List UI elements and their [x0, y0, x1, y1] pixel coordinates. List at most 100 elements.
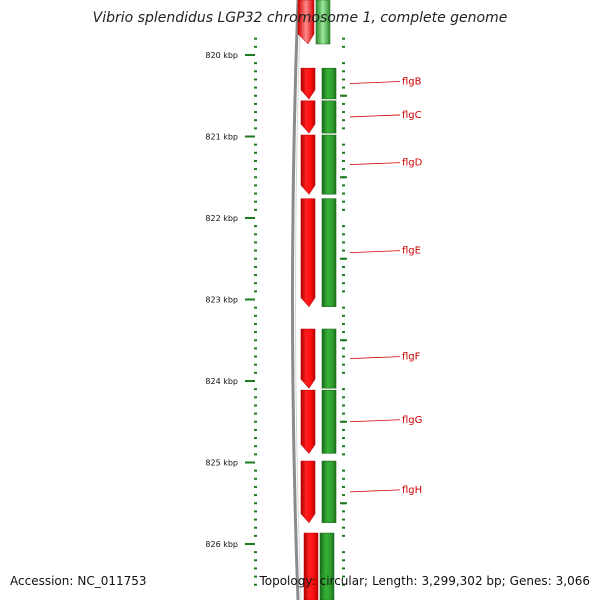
scale-minor-tick-right	[342, 388, 345, 391]
scale-minor-tick-right	[342, 290, 345, 293]
scale-minor-tick	[254, 331, 257, 334]
scale-minor-tick-right	[342, 534, 345, 537]
scale-minor-tick	[254, 437, 257, 440]
leader-line-flgB	[349, 81, 401, 84]
gene-label-flgC[interactable]: flgC	[402, 110, 422, 121]
gene-arrow-flgG[interactable]	[300, 389, 316, 454]
leader-line-flgC	[349, 114, 401, 118]
scale-minor-tick-right	[342, 518, 345, 521]
gene-arrow-flgD[interactable]	[300, 134, 316, 195]
gene-arrow-flgF[interactable]	[300, 328, 316, 389]
scale-minor-tick	[254, 551, 257, 554]
scale-minor-tick	[254, 249, 257, 252]
cds-bar-flgF[interactable]	[321, 328, 337, 389]
scale-minor-tick-right	[342, 119, 345, 122]
cds-bar-flgG[interactable]	[321, 389, 337, 454]
scale-minor-tick-right	[342, 445, 345, 448]
scale-minor-tick-right	[342, 306, 345, 309]
gene-label-flgE[interactable]: flgE	[402, 246, 421, 257]
gene-arrow-flgC[interactable]	[300, 100, 316, 134]
gene-arrow-flgB[interactable]	[300, 67, 316, 100]
scale-minor-tick	[254, 225, 257, 228]
feature-layer	[297, 0, 337, 600]
scale-minor-tick-right	[342, 347, 345, 350]
scale-minor-tick-right	[342, 453, 345, 456]
scale-minor-tick-right	[342, 477, 345, 480]
genome-stats: Topology: circular; Length: 3,299,302 bp; Ge…	[259, 574, 590, 588]
gene-arrow-partial-top	[297, 0, 315, 45]
scale-layer: 820 kbp 821 kbp 822 kbp 823 kbp 824 kbp 825 k…	[205, 37, 347, 586]
cds-bar-flgE[interactable]	[321, 198, 337, 307]
scale-minor-tick-right	[342, 86, 345, 89]
scale-minor-tick-right	[342, 314, 345, 317]
cds-bar-flgH[interactable]	[321, 460, 337, 523]
scale-minor-tick	[254, 567, 257, 570]
scale-minor-tick-right	[342, 70, 345, 73]
genes-value: 3,066	[555, 574, 590, 588]
scale-minor-tick	[254, 583, 257, 586]
scale-minor-tick	[254, 453, 257, 456]
scale-minor-tick	[254, 477, 257, 480]
gene-arrow-flgE[interactable]	[300, 198, 316, 308]
gene-arrow-partial-bottom	[303, 532, 319, 600]
scale-minor-tick	[254, 94, 257, 97]
cds-bar-flgC[interactable]	[321, 100, 337, 134]
scale-minor-tick	[254, 119, 257, 122]
scale-minor-tick	[254, 208, 257, 211]
scale-minor-tick-right	[342, 282, 345, 285]
scale-minor-tick	[254, 45, 257, 48]
cds-bar-partial-bottom	[319, 532, 335, 600]
scale-minor-tick	[254, 404, 257, 407]
accession-label: Accession:	[10, 574, 74, 588]
scale-minor-tick-right	[342, 428, 345, 431]
genes-label: Genes:	[509, 574, 552, 588]
scale-minor-tick	[254, 78, 257, 81]
scale-minor-tick-right	[342, 485, 345, 488]
scale-minor-tick-right	[342, 322, 345, 325]
scale-minor-tick-right	[342, 371, 345, 374]
gene-label-flgG[interactable]: flgG	[402, 415, 422, 426]
scale-minor-tick	[254, 290, 257, 293]
scale-minor-tick	[254, 494, 257, 497]
scale-minor-tick-right	[342, 274, 345, 277]
scale-minor-tick-right	[342, 208, 345, 211]
scale-minor-tick	[254, 347, 257, 350]
scale-minor-tick	[254, 510, 257, 513]
accession-value: NC_011753	[77, 574, 147, 588]
scale-label: 826 kbp	[205, 540, 238, 549]
scale-minor-tick-right	[342, 192, 345, 195]
scale-minor-tick-right	[342, 510, 345, 513]
scale-minor-tick	[254, 412, 257, 415]
scale-minor-tick	[254, 526, 257, 529]
gene-label-flgF[interactable]: flgF	[402, 352, 421, 363]
scale-minor-tick-right	[342, 469, 345, 472]
gene-arrow-flgH[interactable]	[300, 460, 316, 524]
scale-minor-tick-right	[342, 168, 345, 171]
scale-minor-tick-right	[342, 404, 345, 407]
scale-minor-tick-right	[342, 78, 345, 81]
scale-minor-tick	[254, 445, 257, 448]
scale-minor-tick-right	[342, 111, 345, 114]
gene-label-flgH[interactable]: flgH	[402, 485, 422, 496]
scale-minor-tick-right	[342, 62, 345, 65]
scale-minor-tick-right	[342, 143, 345, 146]
scale-minor-tick	[254, 314, 257, 317]
scale-minor-tick	[254, 322, 257, 325]
topology-value: circular;	[319, 574, 369, 588]
scale-minor-tick-right	[342, 37, 345, 40]
gene-label-flgB[interactable]: flgB	[402, 77, 422, 88]
scale-minor-tick	[254, 143, 257, 146]
cds-bar-flgD[interactable]	[321, 134, 337, 195]
scale-minor-tick	[254, 518, 257, 521]
scale-minor-tick	[254, 363, 257, 366]
gene-label-flgD[interactable]: flgD	[402, 158, 423, 169]
backbone-layer	[291, 0, 302, 600]
scale-minor-tick	[254, 306, 257, 309]
scale-minor-tick	[254, 388, 257, 391]
cds-bar-flgB[interactable]	[321, 67, 337, 100]
scale-minor-tick	[254, 184, 257, 187]
cds-bar-partial-top	[315, 0, 331, 45]
scale-minor-tick	[254, 428, 257, 431]
genome-backbone-highlight	[295, 0, 302, 600]
